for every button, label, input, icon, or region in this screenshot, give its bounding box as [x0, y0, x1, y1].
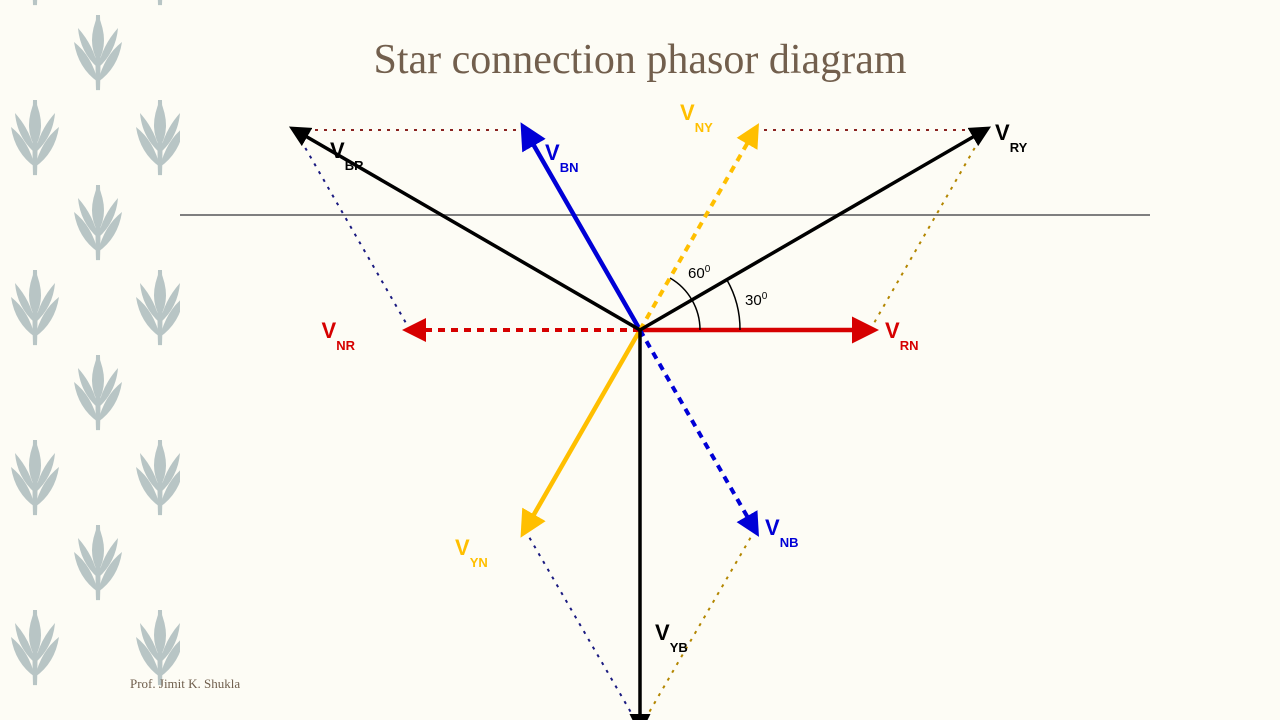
slide-title: Star connection phasor diagram — [0, 36, 1280, 84]
attribution: Prof. Jimit K. Shukla — [130, 676, 240, 692]
slide: VRN VNR VBN VNB VYN VNY VRY VBR VYB 600 … — [0, 0, 1280, 720]
phasor-diagram: VRN VNR VBN VNB VYN VNY VRY VBR VYB 600 … — [0, 0, 1280, 720]
content-panel — [180, 0, 1280, 720]
